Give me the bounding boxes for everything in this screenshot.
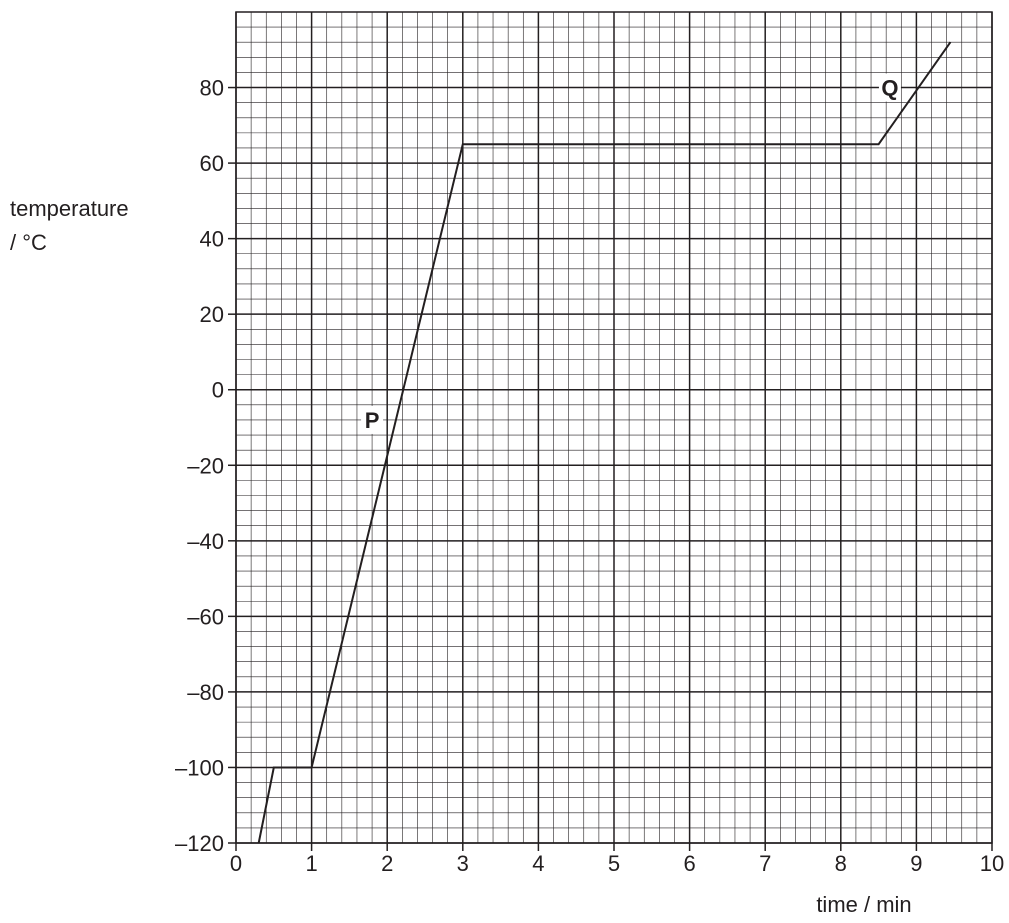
x-tick-label: 2 xyxy=(381,851,393,876)
y-axis-title-line2: / °C xyxy=(10,230,47,255)
y-tick-label: 20 xyxy=(200,302,224,327)
annotations: PQ xyxy=(361,73,901,434)
y-tick-label: 40 xyxy=(200,227,224,252)
x-tick-label: 7 xyxy=(759,851,771,876)
x-axis-title: time / min xyxy=(816,892,911,917)
y-axis-title-line1: temperature xyxy=(10,196,129,221)
y-tick-labels: –120 –100 –80 –60 –40 –20 0 20 40 60 80 xyxy=(175,76,224,856)
temperature-curve xyxy=(257,41,952,844)
y-tick-label: –40 xyxy=(187,529,224,554)
annotation-Q: Q xyxy=(881,76,898,101)
x-tick-label: 4 xyxy=(532,851,544,876)
annotation-bg xyxy=(361,405,384,434)
x-tick-label: 0 xyxy=(230,851,242,876)
x-tick-labels: 0 1 2 3 4 5 6 7 8 9 10 xyxy=(230,851,1004,876)
x-tick-label: 3 xyxy=(457,851,469,876)
y-tick-label: 60 xyxy=(200,151,224,176)
annotation-bg xyxy=(878,73,901,102)
y-tick-label: –120 xyxy=(175,831,224,856)
y-tick-label: –60 xyxy=(187,604,224,629)
y-tick-label: 0 xyxy=(212,378,224,403)
x-tick-label: 5 xyxy=(608,851,620,876)
y-tick-label: –100 xyxy=(175,755,224,780)
annotation-P: P xyxy=(365,408,380,433)
major-grid xyxy=(228,12,993,851)
y-tick-label: –20 xyxy=(187,453,224,478)
plot-frame xyxy=(235,11,993,844)
x-tick-label: 10 xyxy=(980,851,1004,876)
x-tick-label: 9 xyxy=(910,851,922,876)
y-tick-label: 80 xyxy=(200,76,224,101)
x-tick-label: 8 xyxy=(835,851,847,876)
x-tick-label: 6 xyxy=(683,851,695,876)
x-tick-label: 1 xyxy=(305,851,317,876)
y-tick-label: –80 xyxy=(187,680,224,705)
